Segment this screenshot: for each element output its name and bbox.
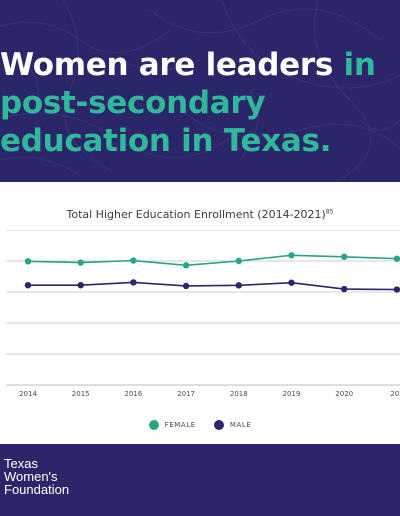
x-tick-label: 2016 <box>124 390 142 398</box>
data-point-male <box>130 279 137 286</box>
logo-line-2: Women's <box>4 469 58 484</box>
data-point-male <box>182 282 190 290</box>
legend-item-female: FEMALE <box>148 418 196 432</box>
x-tick-label: 202 <box>390 390 400 398</box>
data-point-female <box>77 259 84 266</box>
footer <box>0 444 400 516</box>
chart-title-footnote: 85 <box>325 208 334 216</box>
data-point-male <box>24 281 32 289</box>
headline: Women are leaders in post-secondary educ… <box>0 46 376 160</box>
series-lines <box>27 254 397 291</box>
headline-line-1-text: Women are leaders <box>0 47 344 83</box>
legend-swatch-male <box>213 420 224 430</box>
data-point-male <box>288 279 295 286</box>
headline-line-3: education in Texas. <box>0 123 332 159</box>
legend-swatch-female <box>148 420 159 430</box>
data-point-female <box>182 262 190 269</box>
data-point-male <box>77 281 84 289</box>
data-point-male <box>393 286 400 293</box>
data-point-male <box>235 282 242 289</box>
chart-title: Total Higher Education Enrollment (2014-… <box>0 208 400 221</box>
legend-label-male: MALE <box>229 421 252 429</box>
chart-gridlines <box>6 230 400 386</box>
headline-line-1-accent: in <box>343 47 376 83</box>
logo-line-3: Foundation <box>4 482 70 497</box>
legend-label-female: FEMALE <box>164 421 196 429</box>
chart-legend: FEMALE MALE <box>0 418 400 432</box>
x-tick-label: 2017 <box>177 390 195 398</box>
data-point-female <box>341 253 348 261</box>
data-point-female <box>288 252 295 259</box>
x-tick-label: 2014 <box>19 390 37 398</box>
x-tick-label: 2019 <box>283 390 301 398</box>
data-point-female <box>393 255 400 262</box>
data-point-male <box>341 285 348 293</box>
x-tick-label: 2020 <box>335 390 353 398</box>
data-point-female <box>130 257 137 264</box>
foundation-logo: Texas Women's Foundation <box>4 457 69 496</box>
x-tick-label: 2018 <box>230 390 248 398</box>
hero-banner: Women are leaders in post-secondary educ… <box>0 0 400 182</box>
series-line-female <box>27 254 397 267</box>
series-line-male <box>28 281 397 291</box>
series-points <box>24 252 400 293</box>
data-point-female <box>235 257 242 265</box>
leaf-texture-background <box>0 0 400 182</box>
chart-panel <box>0 182 400 444</box>
x-tick-label: 2015 <box>72 390 90 398</box>
chart-title-text: Total Higher Education Enrollment (2014-… <box>66 208 326 221</box>
legend-item-male: MALE <box>213 418 252 432</box>
x-axis-labels: 2014 2015 2016 2017 2018 2019 2020 202 <box>19 390 400 398</box>
logo-line-1: Texas <box>4 456 38 471</box>
enrollment-line-chart: 2014 2015 2016 2017 2018 2019 2020 202 <box>6 230 400 398</box>
data-point-female <box>24 258 32 265</box>
headline-line-2: post-secondary <box>0 85 266 121</box>
headline-line-1: Women are leaders in <box>0 47 376 83</box>
